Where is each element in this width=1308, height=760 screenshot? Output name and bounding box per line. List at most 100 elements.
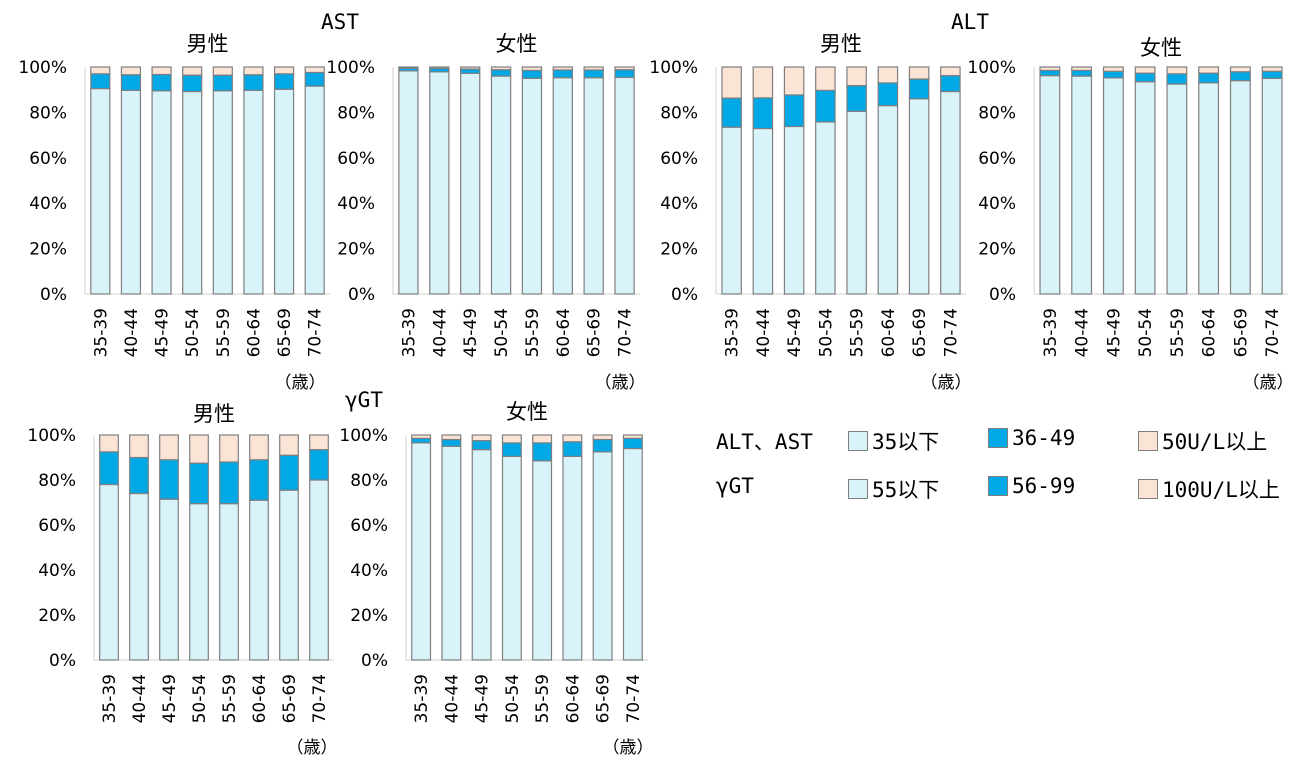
- y-tick-label: 40%: [29, 194, 67, 214]
- bar-segment-mid: [182, 74, 203, 93]
- bar-segment-mid: [411, 437, 432, 444]
- bar-segment-mid: [592, 438, 613, 453]
- bar-segment-mid: [1102, 70, 1124, 79]
- bar-segment-high: [304, 66, 325, 74]
- bar-segment-mid: [552, 69, 573, 79]
- x-tick-label: 35-39: [91, 308, 111, 357]
- x-tick-label: 55-59: [848, 308, 868, 357]
- chart-panel: 女性 0% 20% 40% 60% 80% 100% 35-39 40-44 45-49 50-54…: [339, 400, 653, 758]
- bar-segment-high: [273, 66, 295, 75]
- x-tick-label: 65-69: [1231, 308, 1251, 357]
- legend-label-56-99: 56-99: [1012, 474, 1076, 498]
- chart-panel: 男性 0% 20% 40% 60% 80% 100% 35-39 40-44 45-49 50-54…: [18, 32, 330, 393]
- x-tick-label: 50-54: [190, 674, 210, 723]
- bar-segment-high: [940, 66, 961, 77]
- bar-segment-high: [243, 66, 264, 76]
- x-tick-label: 35-39: [399, 308, 419, 357]
- chart-title: 男性: [187, 32, 229, 56]
- bar-segment-low: [304, 85, 325, 295]
- bar-segment-high: [1102, 66, 1124, 72]
- y-tick-label: 60%: [38, 516, 76, 536]
- bar-segment-high: [182, 66, 203, 76]
- bar-segment-low: [309, 479, 329, 661]
- y-tick-label: 40%: [350, 561, 388, 581]
- y-tick-label: 80%: [660, 103, 698, 123]
- y-tick-label: 0%: [49, 651, 76, 671]
- x-tick-label: 45-49: [473, 674, 493, 723]
- bar-segment-low: [159, 498, 179, 661]
- bar-segment-high: [129, 434, 149, 459]
- bar-segment-mid: [940, 75, 961, 93]
- y-tick-label: 60%: [350, 516, 388, 536]
- bar-segment-mid: [583, 69, 604, 79]
- x-tick-label: 60-64: [563, 674, 583, 723]
- bar-segment-mid: [273, 73, 295, 90]
- x-tick-label: 55-59: [214, 308, 234, 357]
- bar-segment-high: [592, 434, 613, 441]
- y-tick-label: 80%: [29, 103, 67, 123]
- bar-segment-high: [877, 66, 899, 84]
- bar-segment-high: [490, 66, 512, 71]
- bar-segment-high: [552, 66, 573, 71]
- x-tick-label: 70-74: [616, 308, 636, 357]
- x-tick-label: 65-69: [585, 308, 605, 357]
- bar-segment-low: [752, 127, 774, 295]
- x-unit-label: （歳）: [595, 373, 646, 393]
- bar-segment-mid: [249, 459, 269, 501]
- y-tick-label: 0%: [40, 285, 67, 305]
- bar-segment-high: [1134, 66, 1156, 74]
- bar-segment-low: [783, 125, 805, 295]
- x-tick-label: 50-54: [183, 308, 203, 357]
- bar-segment-high: [614, 66, 635, 71]
- legend: ALT、AST γGT 35以下 36-49 50U/L以上 55以下 56-9…: [712, 420, 1292, 510]
- bar-segment-low: [940, 90, 961, 295]
- bar-segment-mid: [622, 437, 643, 450]
- x-tick-label: 45-49: [153, 308, 173, 357]
- y-tick-label: 20%: [350, 606, 388, 626]
- bar-segment-high: [521, 66, 543, 72]
- bar-segment-low: [583, 77, 604, 295]
- x-tick-label: 50-54: [816, 308, 836, 357]
- legend-item-35-or-less: 35以下: [848, 426, 939, 456]
- x-unit-label: （歳）: [287, 738, 338, 758]
- bar-segment-low: [877, 104, 899, 295]
- bar-segment-low: [1166, 83, 1188, 295]
- x-tick-label: 35-39: [1041, 308, 1061, 357]
- legend-item-55-or-less: 55以下: [848, 474, 939, 504]
- bar-segment-low: [622, 447, 643, 661]
- x-tick-label: 70-74: [624, 674, 644, 723]
- legend-swatch-55-or-less: [848, 479, 868, 499]
- bar-segment-mid: [1071, 69, 1093, 77]
- bar-segment-high: [441, 434, 462, 441]
- x-tick-label: 45-49: [461, 308, 481, 357]
- bar-segment-high: [212, 66, 233, 76]
- bar-segment-mid: [212, 74, 233, 92]
- bar-segment-mid: [614, 69, 635, 79]
- bar-segment-mid: [521, 69, 543, 79]
- bar-segment-low: [1198, 82, 1220, 295]
- bar-segment-low: [189, 503, 209, 661]
- legend-swatch-36-49: [988, 428, 1008, 448]
- bar-segment-low: [460, 72, 481, 295]
- legend-swatch-35-or-less: [848, 431, 868, 451]
- y-tick-label: 20%: [38, 606, 76, 626]
- x-tick-label: 65-69: [594, 674, 614, 723]
- chart-panel: 女性 0% 20% 40% 60% 80% 100% 35-39 40-44 45-49 50-54…: [326, 32, 645, 393]
- bar-segment-mid: [501, 442, 522, 457]
- section-title-alt: ALT: [951, 10, 989, 34]
- x-tick-label: 35-39: [100, 674, 120, 723]
- x-tick-label: 65-69: [280, 674, 300, 723]
- bar-segment-high: [279, 434, 299, 456]
- legend-swatch-50-or-more: [1138, 431, 1158, 451]
- x-tick-label: 60-64: [554, 308, 574, 357]
- legend-label-36-49: 36-49: [1012, 426, 1076, 450]
- y-tick-label: 20%: [660, 240, 698, 260]
- bar-segment-low: [151, 90, 172, 295]
- bar-segment-high: [1071, 66, 1093, 72]
- bar-segment-mid: [908, 78, 930, 100]
- y-tick-label: 100%: [27, 426, 76, 446]
- bar-segment-mid: [460, 68, 481, 74]
- bar-segment-low: [243, 89, 264, 295]
- bar-segment-high: [562, 434, 583, 443]
- x-tick-label: 35-39: [412, 674, 432, 723]
